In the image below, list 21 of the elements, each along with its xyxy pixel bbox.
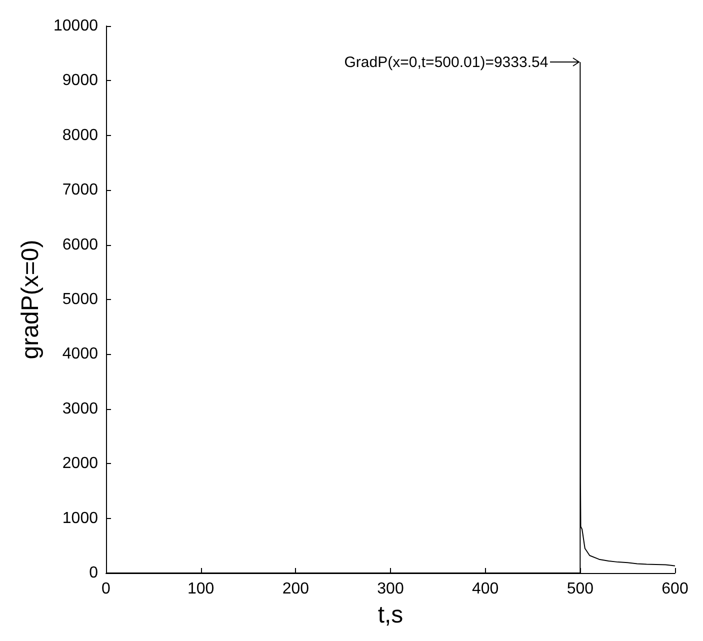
y-tick-label: 6000	[62, 236, 98, 254]
y-tick-label: 8000	[62, 126, 98, 144]
x-tick-label: 400	[472, 580, 499, 598]
y-tick-label: 3000	[62, 400, 98, 418]
x-axis-title: t,s	[378, 602, 404, 628]
y-axis-title: gradP(x=0)	[17, 240, 44, 360]
annotation: GradP(x=0,t=500.01)=9333.54	[344, 54, 548, 71]
y-tick-label: 4000	[62, 346, 98, 363]
x-tick-label: 100	[187, 580, 214, 598]
y-tick-label: 9000	[62, 72, 98, 90]
y-tick-label: 10000	[54, 18, 98, 34]
x-tick-label: 300	[377, 580, 404, 598]
x-tick-label: 200	[282, 580, 310, 598]
y-tick-label: 0	[89, 564, 98, 582]
y-tick-label: 5000	[62, 291, 98, 308]
y-tick-label: 2000	[62, 455, 98, 472]
x-tick-label: 0	[102, 580, 111, 598]
x-tick-label: 600	[662, 580, 688, 598]
y-tick-label: 7000	[62, 182, 98, 199]
x-tick-label: 500	[566, 580, 594, 598]
y-tick-label: 1000	[62, 510, 98, 527]
